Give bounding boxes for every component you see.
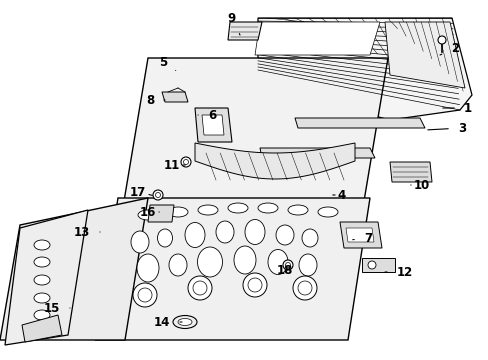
Polygon shape xyxy=(346,228,373,242)
Text: 15: 15 xyxy=(44,302,70,315)
Circle shape xyxy=(187,276,212,300)
Polygon shape xyxy=(384,22,464,88)
Polygon shape xyxy=(258,18,471,120)
Text: 3: 3 xyxy=(427,122,465,135)
Polygon shape xyxy=(120,58,387,225)
Circle shape xyxy=(155,193,160,198)
Ellipse shape xyxy=(287,205,307,215)
Ellipse shape xyxy=(178,319,192,325)
Polygon shape xyxy=(22,315,62,342)
Polygon shape xyxy=(227,22,262,40)
Polygon shape xyxy=(389,162,431,182)
Ellipse shape xyxy=(34,310,50,320)
Ellipse shape xyxy=(216,221,234,243)
Ellipse shape xyxy=(275,225,293,245)
Ellipse shape xyxy=(227,203,247,213)
Ellipse shape xyxy=(138,210,158,220)
Text: 13: 13 xyxy=(74,225,100,239)
Ellipse shape xyxy=(317,207,337,217)
Ellipse shape xyxy=(34,293,50,303)
Ellipse shape xyxy=(168,207,187,217)
Circle shape xyxy=(138,288,152,302)
Ellipse shape xyxy=(34,325,50,335)
Polygon shape xyxy=(0,198,148,340)
Text: 7: 7 xyxy=(352,231,371,244)
Circle shape xyxy=(243,273,266,297)
Ellipse shape xyxy=(298,254,316,276)
Text: 16: 16 xyxy=(140,206,159,219)
Polygon shape xyxy=(195,108,231,142)
Circle shape xyxy=(292,276,316,300)
Circle shape xyxy=(297,281,311,295)
Ellipse shape xyxy=(244,220,264,244)
Polygon shape xyxy=(361,258,394,272)
Ellipse shape xyxy=(157,229,172,247)
Circle shape xyxy=(367,261,375,269)
Circle shape xyxy=(283,260,292,270)
Text: 8: 8 xyxy=(145,94,164,107)
Ellipse shape xyxy=(34,275,50,285)
Polygon shape xyxy=(202,115,224,135)
Polygon shape xyxy=(162,92,187,102)
Text: 2: 2 xyxy=(439,41,458,55)
Circle shape xyxy=(153,190,163,200)
Circle shape xyxy=(285,262,290,267)
Circle shape xyxy=(437,36,445,44)
Polygon shape xyxy=(260,148,374,158)
Ellipse shape xyxy=(184,222,204,248)
Text: 4: 4 xyxy=(332,189,346,202)
Polygon shape xyxy=(195,143,354,179)
Ellipse shape xyxy=(34,240,50,250)
Circle shape xyxy=(247,278,262,292)
Ellipse shape xyxy=(131,231,149,253)
Ellipse shape xyxy=(169,254,186,276)
Text: 6: 6 xyxy=(198,108,216,122)
Circle shape xyxy=(193,281,206,295)
Ellipse shape xyxy=(34,257,50,267)
Ellipse shape xyxy=(198,205,218,215)
Text: 5: 5 xyxy=(159,55,175,71)
Polygon shape xyxy=(95,198,369,340)
Circle shape xyxy=(181,157,191,167)
Ellipse shape xyxy=(137,254,159,282)
Text: 9: 9 xyxy=(227,12,240,35)
Polygon shape xyxy=(5,210,88,345)
Circle shape xyxy=(133,283,157,307)
Polygon shape xyxy=(254,22,379,55)
Text: 10: 10 xyxy=(410,179,429,192)
Text: 1: 1 xyxy=(442,102,471,114)
Ellipse shape xyxy=(197,247,222,277)
Text: 18: 18 xyxy=(276,264,293,276)
Ellipse shape xyxy=(173,315,197,328)
Text: 12: 12 xyxy=(384,266,412,279)
Text: 17: 17 xyxy=(130,185,152,198)
Ellipse shape xyxy=(258,203,278,213)
Ellipse shape xyxy=(302,229,317,247)
Polygon shape xyxy=(294,118,424,128)
Ellipse shape xyxy=(267,249,287,275)
Polygon shape xyxy=(339,222,381,248)
Polygon shape xyxy=(148,205,174,222)
Ellipse shape xyxy=(234,246,256,274)
Circle shape xyxy=(183,159,188,165)
Text: 11: 11 xyxy=(163,158,185,171)
Text: 14: 14 xyxy=(154,315,182,328)
